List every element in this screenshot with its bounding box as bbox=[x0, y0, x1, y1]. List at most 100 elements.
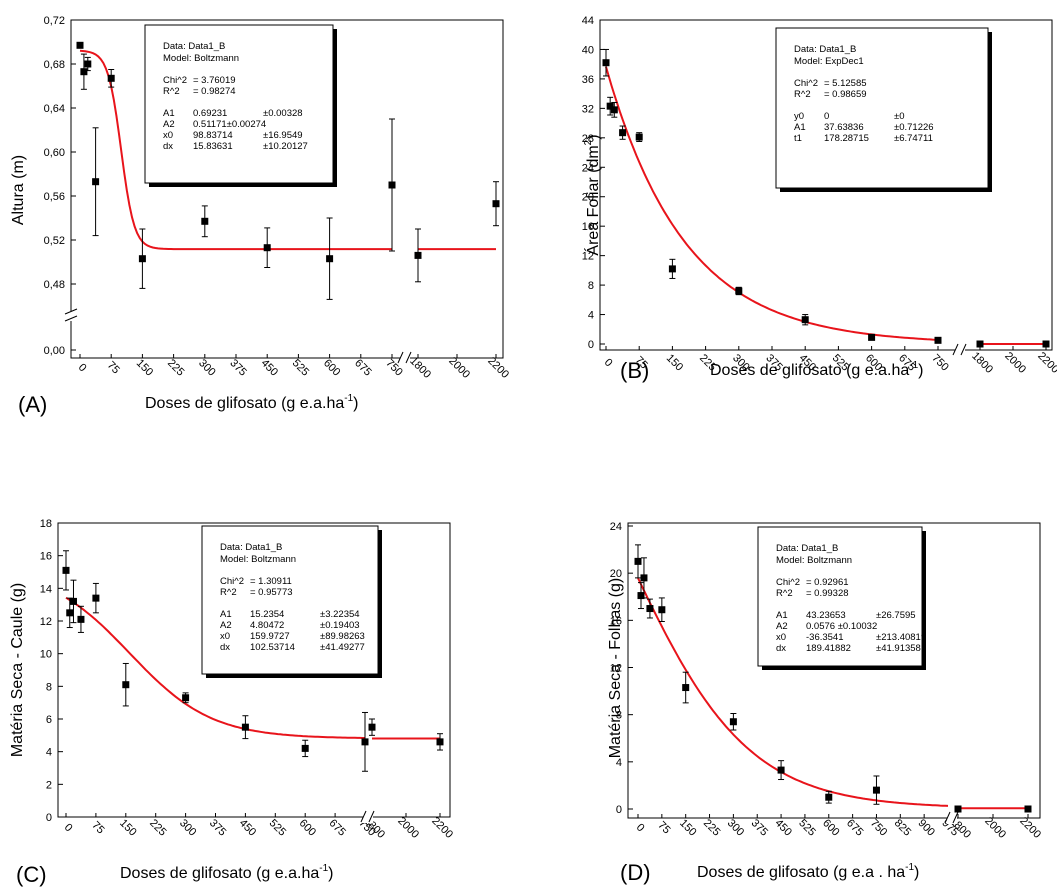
info-param-name: x0 bbox=[220, 631, 230, 642]
data-point bbox=[658, 606, 666, 614]
info-param-name: A1 bbox=[794, 122, 806, 133]
x-tick-label: 225 bbox=[147, 817, 168, 838]
x-break-mark bbox=[360, 810, 367, 823]
info-param-error: ±16.9549 bbox=[263, 130, 303, 141]
x-tick-label: 2200 bbox=[429, 815, 455, 841]
data-point bbox=[80, 68, 88, 76]
info-param-name: A1 bbox=[776, 610, 788, 621]
info-model: Model: Boltzmann bbox=[163, 53, 239, 64]
y-break-gap bbox=[65, 311, 77, 321]
info-param-value: 43.23653 bbox=[806, 610, 846, 621]
x-tick-label: 300 bbox=[196, 357, 217, 378]
data-point bbox=[729, 718, 737, 726]
y-tick-label: 16 bbox=[610, 615, 622, 627]
data-point bbox=[801, 316, 809, 324]
y-axis-title: Matéria Seca - Folhas (g) bbox=[607, 578, 624, 759]
x-tick-label: 0 bbox=[76, 361, 89, 374]
y-tick-label: 4 bbox=[588, 310, 594, 322]
data-point bbox=[668, 265, 676, 273]
info-param-value: 0.51171±0.00274 bbox=[193, 119, 266, 130]
info-stat-value: = 0.95773 bbox=[250, 587, 293, 598]
y-tick-label: 4 bbox=[616, 757, 622, 769]
info-param-name: dx bbox=[776, 643, 786, 654]
x-tick-label: 750 bbox=[929, 352, 950, 373]
x-tick-label: 75 bbox=[89, 819, 106, 836]
data-point bbox=[619, 129, 627, 137]
x-tick-label: 450 bbox=[259, 357, 280, 378]
y-break-mark bbox=[64, 315, 78, 322]
info-param-value: 4.80472 bbox=[250, 620, 284, 631]
info-param-value: 0 bbox=[824, 111, 829, 122]
y-tick-label: 0,68 bbox=[44, 59, 65, 71]
data-point bbox=[934, 336, 942, 344]
info-param-error: ±41.91358 bbox=[876, 643, 921, 654]
data-point bbox=[602, 59, 610, 67]
data-point bbox=[682, 684, 690, 692]
data-point bbox=[388, 181, 396, 189]
info-stat-value: = 3.76019 bbox=[193, 75, 236, 86]
plot-frame bbox=[627, 522, 1041, 819]
info-param-value: 0.69231 bbox=[193, 108, 227, 119]
x-tick-label: 900 bbox=[916, 817, 937, 838]
y-break-mark bbox=[64, 308, 78, 315]
info-param-error: ±6.74711 bbox=[894, 133, 933, 144]
data-point bbox=[66, 609, 74, 617]
y-tick-label: 14 bbox=[40, 583, 52, 595]
x-tick-label: 75 bbox=[105, 359, 122, 376]
data-point bbox=[640, 574, 648, 582]
y-tick-label: 6 bbox=[46, 714, 52, 726]
panel-d: 0 4 8 12 16 20 24 0 75 150 225 300 375 450 525 600 675 75… bbox=[607, 521, 1043, 885]
x-tick-label: 150 bbox=[664, 352, 685, 373]
x-tick-label: 300 bbox=[177, 817, 198, 838]
info-param-name: dx bbox=[220, 642, 230, 653]
y-tick-label: 0,56 bbox=[44, 191, 65, 203]
info-stat-value: = 0.98659 bbox=[824, 89, 867, 100]
x-break-mark bbox=[952, 343, 959, 356]
x-tick-label: 450 bbox=[772, 817, 793, 838]
info-param-name: A2 bbox=[776, 621, 788, 632]
data-point bbox=[138, 255, 146, 263]
x-tick-label: 375 bbox=[749, 817, 770, 838]
y-tick-label: 2 bbox=[46, 779, 52, 791]
x-tick-label: 600 bbox=[820, 817, 841, 838]
info-param-value: 15.2354 bbox=[250, 609, 284, 620]
info-param-error: ±0.00328 bbox=[263, 108, 303, 119]
data-point bbox=[92, 178, 100, 186]
data-point bbox=[492, 200, 500, 208]
data-point bbox=[301, 744, 309, 752]
x-tick-label: 675 bbox=[844, 817, 865, 838]
x-tick-label: 825 bbox=[892, 817, 913, 838]
info-data: Data: Data1_B bbox=[163, 41, 225, 52]
x-tick-label: 2000 bbox=[395, 815, 421, 841]
y-tick-label: 0,60 bbox=[44, 147, 65, 159]
y-tick-label: 0 bbox=[616, 804, 622, 816]
y-tick-label: 12 bbox=[40, 616, 52, 628]
info-param-name: y0 bbox=[794, 111, 804, 122]
info-stat-name: R^2 bbox=[794, 89, 811, 100]
fit-curve bbox=[65, 596, 365, 739]
info-stat-value: = 0.99328 bbox=[806, 588, 849, 599]
data-point bbox=[606, 102, 614, 110]
x-tick-label: 2000 bbox=[982, 815, 1008, 841]
data-point bbox=[646, 605, 654, 613]
x-tick-label: 525 bbox=[290, 357, 311, 378]
y-tick-label: 12 bbox=[610, 663, 622, 675]
fit-curve bbox=[637, 577, 949, 807]
info-param-value: 159.9727 bbox=[250, 631, 290, 642]
data-point bbox=[201, 217, 209, 225]
info-param-error: ±0.71226 bbox=[894, 122, 934, 133]
data-point bbox=[637, 592, 645, 600]
data-point bbox=[777, 766, 785, 774]
x-break-gap bbox=[363, 811, 373, 823]
data-point bbox=[954, 805, 962, 813]
info-param-name: x0 bbox=[163, 130, 173, 141]
x-break-mark bbox=[368, 810, 375, 823]
x-tick-label: 525 bbox=[267, 817, 288, 838]
y-tick-label: 40 bbox=[582, 44, 594, 56]
info-stat-value: = 0.98274 bbox=[193, 86, 236, 97]
x-break-gap bbox=[955, 344, 965, 356]
y-tick-label: 0,52 bbox=[44, 235, 65, 247]
data-point bbox=[241, 723, 249, 731]
plot-frame bbox=[599, 19, 1053, 351]
